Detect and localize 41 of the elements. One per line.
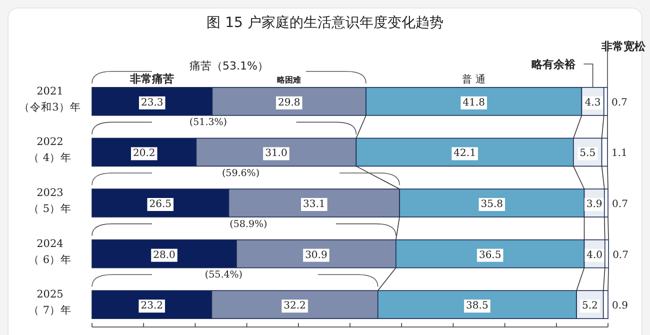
data-label: 3.9	[586, 199, 602, 210]
data-label: 23.2	[140, 300, 163, 312]
y-tick-label: 2023 （ 5）年	[28, 187, 72, 215]
data-label: 32.2	[284, 300, 306, 312]
data-label: 31.0	[265, 148, 288, 160]
y-tick-label: 2022 （ 4）年	[28, 136, 72, 164]
data-label: 4.0	[586, 250, 603, 261]
annotation: (55.4%)	[204, 270, 243, 281]
data-label: 1.1	[612, 148, 628, 160]
annotation: (51.3%)	[189, 117, 228, 128]
data-label: 35.8	[480, 199, 504, 210]
data-label: 23.3	[140, 97, 164, 108]
data-label: 26.5	[149, 199, 172, 210]
text: 痛苦（53.1%）	[190, 59, 268, 72]
data-label: 0.9	[612, 300, 628, 312]
data-label: 29.8	[278, 97, 300, 108]
annotation: (58.9%)	[230, 218, 268, 230]
data-label: 28.0	[153, 250, 176, 261]
data-label: 5.5	[580, 148, 596, 160]
data-label: 41.8	[462, 97, 485, 108]
y-tick-label: 2024 （ 6）年	[28, 238, 72, 266]
data-label: 4.3	[584, 97, 601, 108]
series-label: 非常痛苦	[129, 72, 174, 86]
data-label: 33.1	[303, 199, 326, 210]
data-label: 0.7	[612, 199, 628, 210]
text: 非常宽松	[600, 40, 646, 53]
data-label: 36.5	[478, 250, 502, 261]
data-label: 20.2	[132, 148, 156, 160]
series-label: 普 通	[462, 73, 486, 86]
data-label: 0.7	[612, 97, 628, 108]
y-tick-label: 2021 （令和3）年	[19, 85, 81, 114]
data-label: 42.1	[454, 148, 476, 160]
annotation: (59.6%)	[222, 168, 260, 179]
chart-title: 图 15 户家庭的生活意识年度变化趋势	[206, 15, 444, 31]
data-label: 38.5	[466, 300, 488, 312]
series-label: 略有余裕	[532, 58, 577, 71]
data-label: 0.7	[612, 250, 628, 261]
y-tick-label: 2025 （ 7）年	[28, 288, 72, 317]
series-label: 略困难	[277, 75, 302, 84]
data-label: 5.2	[582, 300, 598, 312]
data-label: 30.9	[305, 250, 328, 261]
